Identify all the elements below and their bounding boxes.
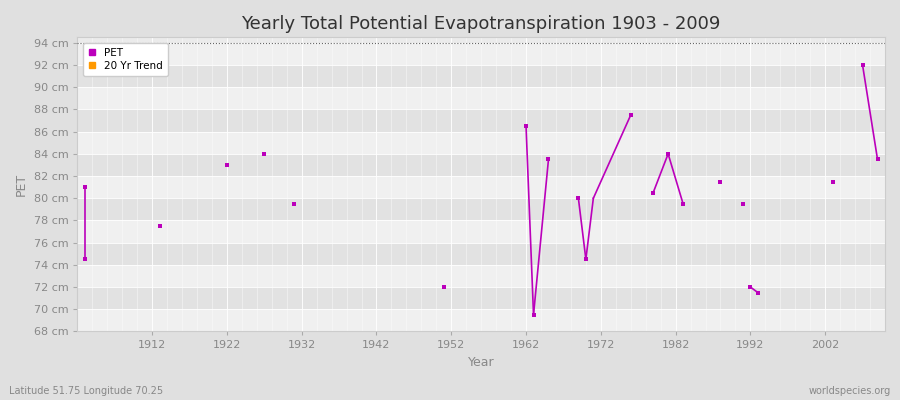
Bar: [77, 220, 885, 243]
Bar: [77, 65, 885, 87]
X-axis label: Year: Year: [468, 356, 494, 369]
Bar: [77, 309, 885, 332]
Bar: [77, 43, 885, 65]
Bar: [77, 198, 885, 220]
Bar: [77, 243, 885, 265]
Bar: [77, 287, 885, 309]
Bar: [77, 154, 885, 176]
Bar: [77, 87, 885, 110]
Legend: PET, 20 Yr Trend: PET, 20 Yr Trend: [83, 42, 168, 76]
Bar: [77, 265, 885, 287]
Text: Latitude 51.75 Longitude 70.25: Latitude 51.75 Longitude 70.25: [9, 386, 163, 396]
Bar: [77, 176, 885, 198]
Text: worldspecies.org: worldspecies.org: [809, 386, 891, 396]
Y-axis label: PET: PET: [15, 173, 28, 196]
Title: Yearly Total Potential Evapotranspiration 1903 - 2009: Yearly Total Potential Evapotranspiratio…: [241, 15, 721, 33]
Bar: [77, 132, 885, 154]
Bar: [77, 110, 885, 132]
